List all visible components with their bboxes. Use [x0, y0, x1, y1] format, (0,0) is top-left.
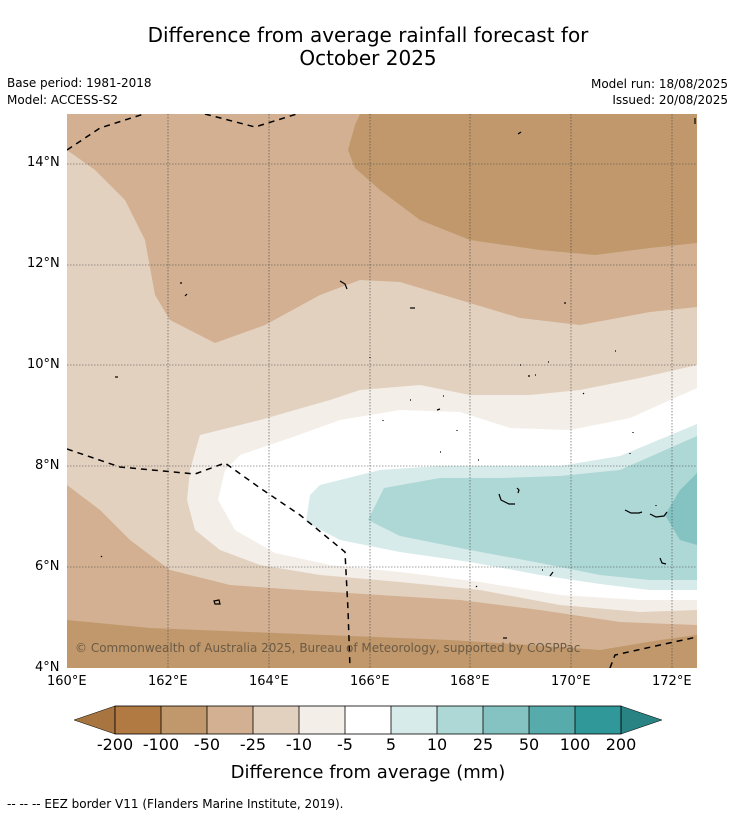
- colorbar-label: -5: [337, 735, 353, 754]
- model-text: Model: ACCESS-S2: [7, 93, 119, 107]
- colorbar-label: 25: [472, 735, 494, 754]
- y-tick-8n: 8°N: [35, 458, 60, 473]
- map-plot-area: [67, 114, 697, 668]
- colorbar-bin-6: [345, 706, 391, 734]
- colorbar-title: Difference from average (mm): [230, 762, 506, 783]
- colorbar-label: 200: [605, 735, 637, 754]
- graticule: [67, 114, 697, 668]
- x-tick-168: 168°E: [450, 674, 490, 689]
- colorbar-bin-8: [437, 706, 483, 734]
- colorbar-bin-5: [299, 706, 345, 734]
- region-minus50-minus25-south: [67, 485, 697, 668]
- colorbar-high-extension: [620, 705, 663, 735]
- colorbar-label: 50: [518, 735, 540, 754]
- colorbar-label: 10: [426, 735, 448, 754]
- colorbar-bin-10: [529, 706, 575, 734]
- region-plus25-plus50: [665, 473, 697, 545]
- issued-text: Issued: 20/08/2025: [612, 93, 728, 107]
- y-tick-10n: 10°N: [27, 357, 60, 372]
- y-tick-12n: 12°N: [27, 256, 60, 271]
- map-title-line1: Difference from average rainfall forecas…: [147, 23, 589, 47]
- colorbar-label: 100: [559, 735, 591, 754]
- colorbar-label: -25: [239, 735, 267, 754]
- copyright-notice: © Commonwealth of Australia 2025, Bureau…: [75, 641, 581, 655]
- colorbar-low-extension: [73, 705, 116, 735]
- x-tick-164: 164°E: [249, 674, 289, 689]
- x-tick-160: 160°E: [47, 674, 87, 689]
- colorbar-label: -200: [96, 735, 134, 754]
- eez-border: [67, 114, 697, 668]
- colorbar-bin-7: [391, 706, 437, 734]
- colorbar-bin-1: [115, 706, 161, 734]
- x-tick-172: 172°E: [652, 674, 692, 689]
- x-tick-170: 170°E: [551, 674, 591, 689]
- colorbar-bin-4: [253, 706, 299, 734]
- region-minus100-minus50-south: [67, 620, 697, 668]
- islands: [100, 118, 696, 639]
- x-tick-166: 166°E: [350, 674, 390, 689]
- base-period-text: Base period: 1981-2018: [7, 76, 152, 90]
- x-tick-162: 162°E: [148, 674, 188, 689]
- map-title-line2: October 2025: [299, 46, 437, 70]
- model-run-text: Model run: 18/08/2025: [590, 77, 728, 91]
- region-minus100-minus50-north: [348, 114, 697, 255]
- y-tick-4n: 4°N: [35, 660, 60, 675]
- colorbar-label: 5: [385, 735, 397, 754]
- colorbar-label: -100: [142, 735, 180, 754]
- colorbar-bin-11: [575, 706, 621, 734]
- y-tick-6n: 6°N: [35, 559, 60, 574]
- colorbar-label: -50: [193, 735, 221, 754]
- colorbar-bin-9: [483, 706, 529, 734]
- region-plus10-plus25: [368, 436, 697, 580]
- colorbar: [73, 705, 663, 735]
- colorbar-label: -10: [285, 735, 313, 754]
- colorbar-bin-3: [207, 706, 253, 734]
- colorbar-bin-2: [161, 706, 207, 734]
- y-tick-14n: 14°N: [27, 155, 60, 170]
- eez-legend: -- -- -- EEZ border V11 (Flanders Marine…: [7, 797, 344, 811]
